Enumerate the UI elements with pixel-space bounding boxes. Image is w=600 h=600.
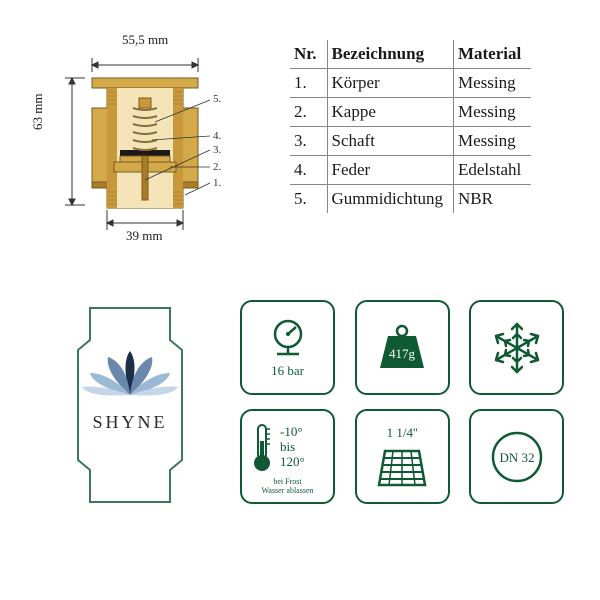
dim-bottom: 39 mm <box>126 228 162 244</box>
icon-temperature: -10° bis 120° bei Frost Wasser ablassen <box>240 409 335 504</box>
svg-text:417g: 417g <box>389 346 416 361</box>
svg-text:DN 32: DN 32 <box>499 450 534 465</box>
dim-left: 63 mm <box>30 94 46 130</box>
icon-dn: DN 32 <box>469 409 564 504</box>
callout-2: 2. <box>213 161 222 173</box>
shyne-logo-box: SHYNE <box>50 300 210 510</box>
temp-line1: -10° <box>280 425 305 440</box>
table-row: 1.KörperMessing <box>290 69 531 98</box>
icon-pressure: 16 bar <box>240 300 335 395</box>
table-header-row: Nr. Bezeichnung Material <box>290 40 531 69</box>
valve-svg: 5. 4. 3. 2. 1. <box>30 30 250 260</box>
table-row: 2.KappeMessing <box>290 98 531 127</box>
th-material: Material <box>453 40 531 69</box>
icon-weight: 417g <box>355 300 450 395</box>
table-row: 4.FederEdelstahl <box>290 156 531 185</box>
icon-thread: 1 1/4'' <box>355 409 450 504</box>
table-row: 3.SchaftMessing <box>290 127 531 156</box>
spec-icons: 16 bar 417g <box>240 300 570 504</box>
dim-top: 55,5 mm <box>122 32 168 48</box>
callout-3: 3. <box>213 144 222 156</box>
temp-note2: Wasser ablassen <box>242 487 333 496</box>
temp-line2: bis <box>280 440 305 455</box>
icon-frost <box>469 300 564 395</box>
table-row: 5.GummidichtungNBR <box>290 185 531 214</box>
callout-5: 5. <box>213 93 222 105</box>
th-nr: Nr. <box>290 40 327 69</box>
callout-4: 4. <box>213 130 222 142</box>
th-bezeichnung: Bezeichnung <box>327 40 453 69</box>
pressure-label: 16 bar <box>271 363 304 379</box>
parts-table: Nr. Bezeichnung Material 1.KörperMessing… <box>290 30 570 213</box>
logo-text: SHYNE <box>92 412 167 432</box>
temp-line3: 120° <box>280 455 305 470</box>
thread-label: 1 1/4'' <box>387 425 418 441</box>
valve-cross-section-diagram: 55,5 mm <box>30 30 250 260</box>
callout-1: 1. <box>213 177 222 189</box>
